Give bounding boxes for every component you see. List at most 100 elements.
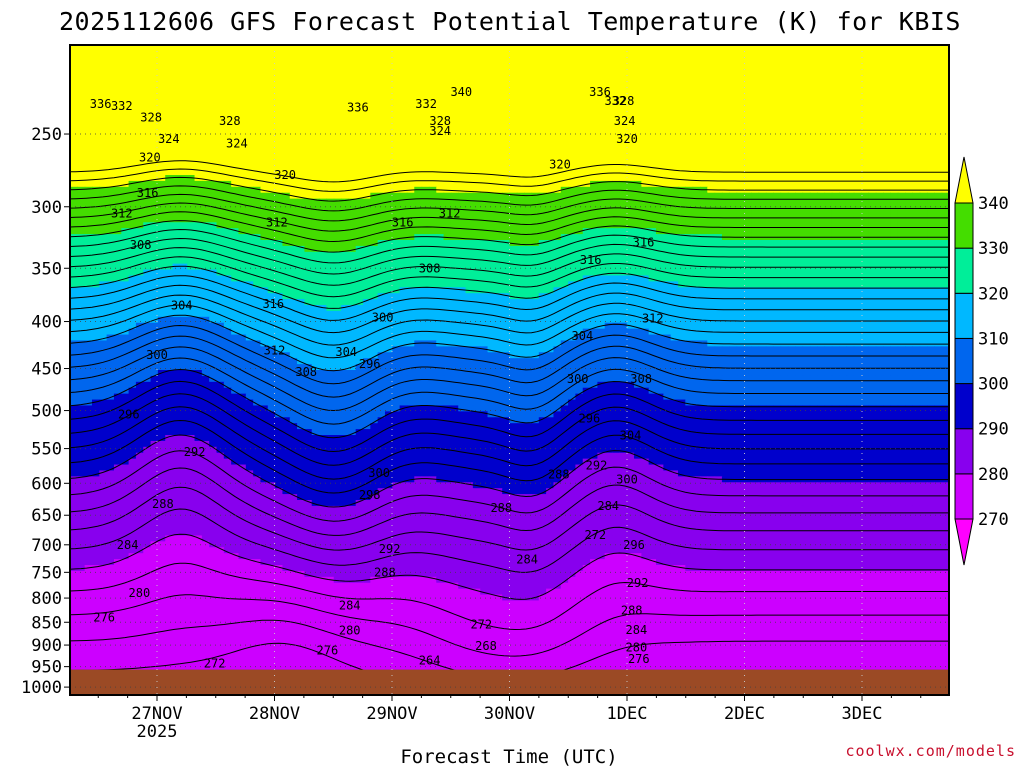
band-cell [238, 50, 247, 58]
band-cell [494, 127, 503, 135]
band-cell [355, 157, 364, 164]
band-cell [524, 157, 533, 164]
band-cell [201, 157, 210, 164]
band-cell [626, 245, 635, 253]
band-cell [692, 257, 701, 265]
band-cell [194, 139, 203, 147]
band-cell [831, 98, 840, 105]
band-cell [436, 145, 445, 152]
band-cell [663, 263, 672, 271]
band-cell [245, 145, 254, 152]
band-cell [765, 157, 774, 164]
band-cell [348, 104, 357, 111]
band-cell [282, 151, 291, 158]
band-cell [590, 287, 598, 294]
band-cell [150, 92, 159, 99]
band-cell [853, 56, 862, 64]
band-cell [905, 257, 913, 265]
band-cell [809, 216, 818, 223]
band-cell [209, 68, 218, 76]
band-cell [157, 163, 166, 170]
band-cell [143, 263, 152, 271]
band-cell [626, 92, 635, 99]
band-cell [897, 180, 906, 188]
band-cell [875, 127, 884, 135]
band-cell [84, 145, 93, 152]
band-cell [787, 175, 796, 182]
band-cell [692, 86, 701, 93]
band-cell [927, 210, 935, 217]
band-cell [516, 263, 525, 271]
band-cell [560, 263, 569, 271]
band-cell [853, 98, 862, 105]
band-cell [641, 62, 650, 70]
band-cell [509, 245, 518, 253]
band-cell [765, 115, 774, 123]
band-cell [568, 151, 577, 158]
band-cell [487, 269, 496, 277]
band-cell [626, 98, 635, 105]
band-cell [450, 175, 459, 182]
band-cell [619, 175, 628, 182]
band-cell [516, 269, 525, 277]
band-cell [99, 180, 108, 188]
band-cell [216, 80, 225, 87]
band-cell [319, 80, 327, 87]
band-cell [802, 74, 811, 82]
band-cell [509, 121, 518, 129]
band-cell [656, 192, 664, 200]
band-cell [179, 68, 188, 76]
band-cell [421, 68, 430, 76]
band-cell [883, 80, 891, 87]
band-cell [714, 56, 723, 64]
band-cell [143, 98, 152, 105]
band-cell [99, 216, 108, 223]
band-cell [494, 175, 503, 182]
band-cell [927, 228, 935, 235]
band-cell [406, 86, 415, 93]
band-cell [231, 210, 240, 217]
band-cell [758, 151, 767, 158]
band-cell [113, 145, 122, 152]
band-cell [560, 74, 569, 82]
band-cell [231, 234, 240, 241]
band-cell [443, 228, 452, 235]
band-cell [502, 86, 511, 93]
band-cell [165, 192, 174, 200]
band-cell [355, 175, 364, 182]
band-cell [751, 198, 760, 206]
band-cell [370, 275, 379, 282]
band-cell [253, 157, 262, 164]
band-cell [355, 98, 364, 105]
band-cell [216, 104, 225, 111]
band-cell [648, 222, 657, 229]
band-cell [99, 151, 108, 158]
band-cell [765, 104, 774, 111]
band-cell [612, 263, 620, 271]
band-cell [736, 86, 745, 93]
band-cell [839, 245, 848, 253]
band-cell [604, 68, 613, 76]
band-cell [289, 180, 298, 188]
band-cell [634, 145, 642, 152]
band-cell [685, 56, 694, 64]
band-cell [641, 269, 650, 277]
band-cell [135, 275, 144, 282]
band-cell [150, 68, 159, 76]
band-cell [121, 287, 130, 294]
band-cell [590, 198, 598, 206]
band-cell [319, 216, 327, 223]
band-cell [897, 251, 906, 259]
band-cell [384, 204, 393, 212]
band-cell [135, 80, 144, 87]
band-cell [165, 186, 174, 194]
band-cell [809, 50, 818, 58]
band-cell [421, 240, 430, 247]
band-cell [743, 257, 752, 265]
band-cell [150, 228, 159, 235]
band-cell [172, 287, 181, 294]
band-cell [502, 198, 511, 206]
band-cell [897, 86, 906, 93]
band-cell [883, 204, 891, 212]
band-cell [363, 186, 371, 194]
